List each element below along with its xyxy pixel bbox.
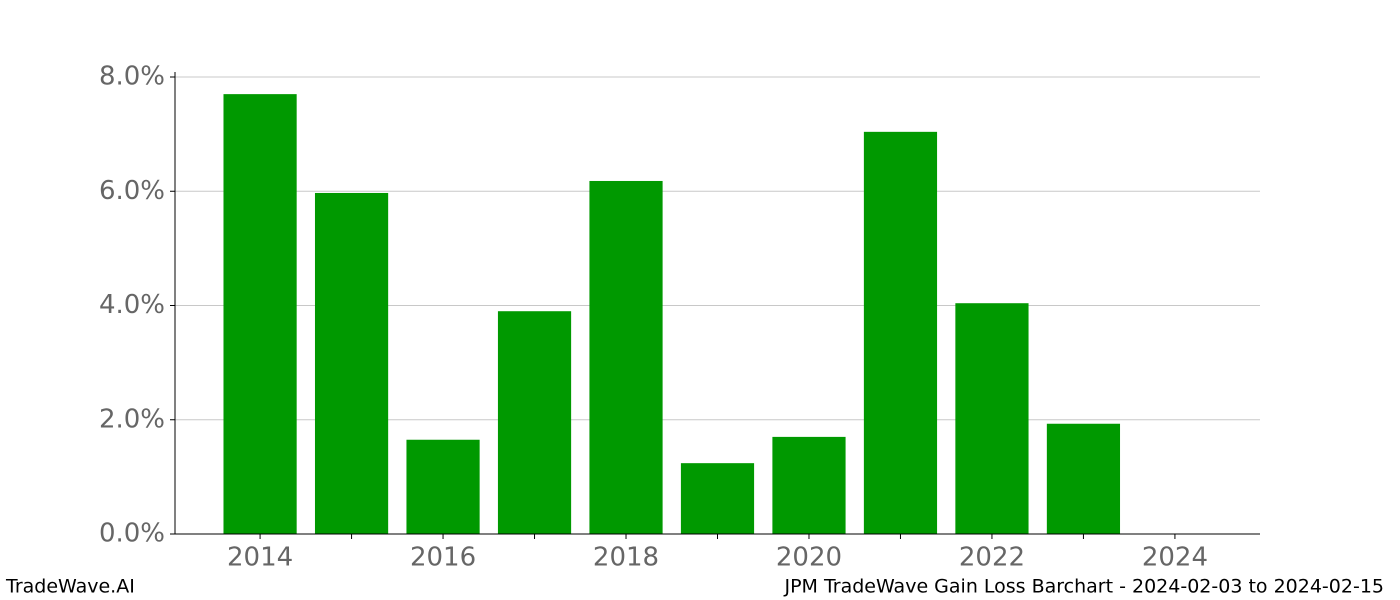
- x-tick-label: 2020: [776, 543, 842, 573]
- x-tick-label: 2024: [1142, 543, 1208, 573]
- y-tick-label: 6.0%: [99, 176, 165, 206]
- x-tick-label: 2016: [410, 543, 476, 573]
- bar: [772, 436, 846, 534]
- bar: [1046, 423, 1121, 534]
- bar: [223, 94, 297, 534]
- bar: [314, 192, 389, 534]
- bar: [863, 131, 938, 534]
- y-tick-label: 8.0%: [99, 62, 165, 92]
- bar: [680, 463, 755, 534]
- chart-title: JPM TradeWave Gain Loss Barchart - 2024-…: [783, 576, 1384, 598]
- watermark: TradeWave.AI: [5, 576, 135, 598]
- x-tick-label: 2022: [959, 543, 1025, 573]
- bar: [589, 180, 663, 534]
- bar: [406, 439, 480, 534]
- y-tick-label: 0.0%: [99, 519, 165, 549]
- bar: [955, 303, 1029, 534]
- bar: [497, 311, 572, 534]
- y-tick-label: 2.0%: [99, 404, 165, 434]
- y-tick-label: 4.0%: [99, 290, 165, 320]
- x-tick-label: 2014: [227, 543, 293, 573]
- x-tick-label: 2018: [593, 543, 659, 573]
